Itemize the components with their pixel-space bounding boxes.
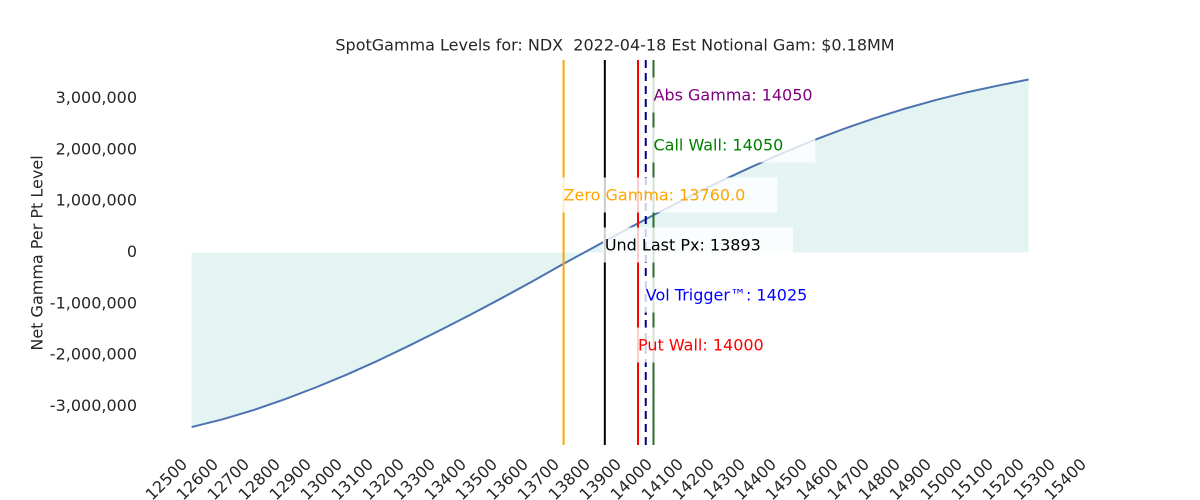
level-label: Zero Gamma: 13760.0 <box>564 186 746 205</box>
area-fill <box>191 79 1029 428</box>
y-tick-label: -2,000,000 <box>50 345 137 364</box>
level-annotation: Zero Gamma: 13760.0 <box>561 177 778 213</box>
label-box <box>651 127 816 163</box>
y-tick-label: -1,000,000 <box>50 293 137 312</box>
y-axis-label: Net Gamma Per Pt Level <box>28 155 47 350</box>
level-label: Vol Trigger™: 14025 <box>646 286 808 305</box>
y-tick-label: 3,000,000 <box>56 88 137 107</box>
label-box <box>643 277 840 313</box>
label-box <box>561 177 778 213</box>
label-box <box>651 77 845 113</box>
level-annotation: Abs Gamma: 14050 <box>651 77 845 113</box>
level-annotation: Und Last Px: 13893 <box>602 227 793 263</box>
level-label: Abs Gamma: 14050 <box>654 86 813 105</box>
level-label: Put Wall: 14000 <box>638 336 764 355</box>
y-tick-label: 2,000,000 <box>56 139 137 158</box>
level-annotation: Vol Trigger™: 14025 <box>643 277 840 313</box>
level-label: Und Last Px: 13893 <box>605 236 761 255</box>
y-tick-label: 1,000,000 <box>56 191 137 210</box>
level-annotation: Call Wall: 14050 <box>651 127 816 163</box>
y-tick-label: 0 <box>127 242 137 261</box>
level-label: Call Wall: 14050 <box>654 136 784 155</box>
label-box <box>602 227 793 263</box>
label-box <box>636 327 796 363</box>
chart-title: SpotGamma Levels for: NDX 2022-04-18 Est… <box>335 36 894 55</box>
y-tick-label: -3,000,000 <box>50 396 137 415</box>
level-annotation: Put Wall: 14000 <box>636 327 796 363</box>
